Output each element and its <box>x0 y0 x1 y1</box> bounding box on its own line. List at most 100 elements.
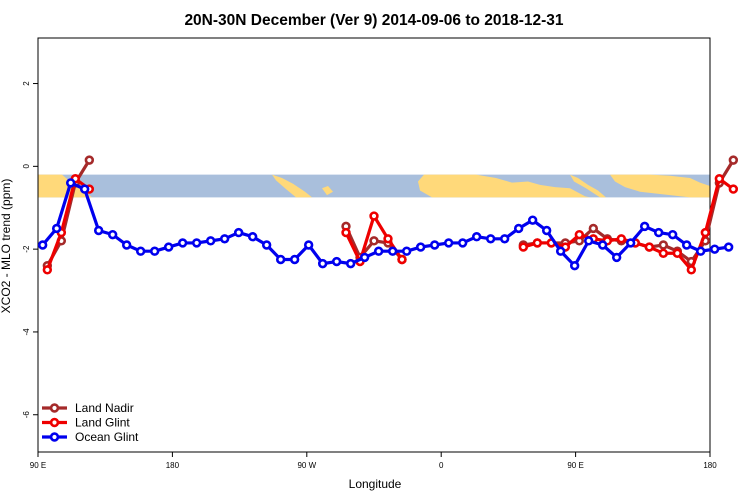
ocean-glint-point <box>569 261 580 271</box>
x-tick-label: 0 <box>439 461 444 470</box>
y-tick-label: -6 <box>22 411 31 419</box>
ocean-glint-point <box>527 215 538 225</box>
y-tick-label: 2 <box>22 81 31 86</box>
chart-title: 20N-30N December (Ver 9) 2014-09-06 to 2… <box>184 12 563 29</box>
legend-label: Land Nadir <box>75 401 134 415</box>
land-glint-line <box>45 177 91 271</box>
ocean-glint-point <box>625 238 636 248</box>
ocean-glint-point <box>219 234 230 244</box>
land-glint-point <box>700 227 711 238</box>
land-nadir-point <box>658 240 669 250</box>
ocean-glint-point <box>443 238 454 248</box>
legend-item-land-nadir: Land Nadir <box>42 401 134 415</box>
x-tick-label: 90 W <box>297 461 316 470</box>
y-tick-label: -4 <box>22 328 31 336</box>
land-nadir-point <box>369 236 379 246</box>
ocean-glint-point <box>513 223 524 234</box>
legend-item-ocean-glint: Ocean Glint <box>42 430 139 444</box>
map-land-3 <box>418 174 590 198</box>
legend-swatch-marker <box>49 403 60 413</box>
ocean-glint-point <box>653 227 664 238</box>
x-tick-label: 180 <box>166 461 180 470</box>
land-glint-point <box>532 238 543 248</box>
ocean-glint-point <box>51 223 62 234</box>
ocean-glint-point <box>611 252 622 263</box>
ocean-glint-point <box>107 229 118 240</box>
ocean-glint-point <box>499 234 510 244</box>
x-axis-label: Longitude <box>349 477 402 491</box>
ocean-glint-point <box>485 234 496 244</box>
map-land-2 <box>322 186 333 196</box>
series-ocean-glint <box>37 178 734 271</box>
ocean-glint-point <box>289 254 300 265</box>
x-axis: 90 E 180 90 W 0 90 E 180 <box>30 452 717 470</box>
ocean-glint-point <box>149 246 160 256</box>
ocean-glint-point <box>233 227 244 238</box>
ocean-glint-point <box>93 225 104 236</box>
ocean-glint-point <box>37 240 48 250</box>
land-glint-point <box>341 227 351 238</box>
ocean-glint-point <box>401 246 412 256</box>
x-tick-label: 90 E <box>30 461 46 470</box>
ocean-glint-point <box>415 242 426 252</box>
map-band <box>38 174 710 198</box>
ocean-glint-point <box>541 225 552 236</box>
ocean-glint-point <box>667 229 678 240</box>
ocean-glint-point <box>583 236 594 246</box>
ocean-glint-point <box>597 240 608 250</box>
ocean-glint-point <box>163 242 174 252</box>
land-nadir-point <box>588 223 599 234</box>
ocean-glint-point <box>261 240 272 250</box>
land-glint-point <box>714 174 725 184</box>
legend-swatch-marker <box>49 432 60 442</box>
map-ocean <box>38 174 710 198</box>
ocean-glint-point <box>639 221 650 232</box>
land-nadir-point <box>84 155 95 165</box>
x-tick-label: 90 E <box>567 461 583 470</box>
land-glint-point <box>42 265 53 275</box>
ocean-glint-point <box>709 244 720 254</box>
ocean-glint-point <box>79 184 90 194</box>
ocean-glint-point <box>247 232 258 242</box>
ocean-glint-point <box>359 252 370 263</box>
land-glint-point <box>397 254 407 265</box>
land-glint-point <box>383 234 393 244</box>
ocean-glint-point <box>177 238 188 248</box>
land-glint-point <box>616 234 627 244</box>
ocean-glint-point <box>695 246 706 256</box>
ocean-glint-point <box>65 178 76 188</box>
map-land-4 <box>570 174 606 198</box>
ocean-glint-point <box>135 246 146 256</box>
ocean-glint-point <box>429 240 440 250</box>
ocean-glint-point <box>205 236 216 246</box>
land-glint-point <box>644 242 655 252</box>
ocean-glint-point <box>275 254 286 265</box>
y-axis: 2 0 -2 -4 -6 <box>22 81 38 419</box>
ocean-glint-point <box>555 246 566 256</box>
ocean-glint-point <box>681 240 692 250</box>
ocean-glint-point <box>373 246 384 256</box>
ocean-glint-point <box>387 246 398 256</box>
land-glint-point <box>686 265 697 275</box>
ocean-glint-point <box>121 240 132 250</box>
ocean-glint-point <box>471 232 482 242</box>
series-layer <box>37 155 739 275</box>
map-land-5 <box>610 174 710 198</box>
ocean-glint-point <box>303 240 314 250</box>
map-land-0 <box>38 174 92 198</box>
legend-label: Land Glint <box>75 416 130 430</box>
land-glint-point <box>574 229 585 240</box>
y-axis-label: XCO2 - MLO trend (ppm) <box>0 179 13 314</box>
legend-item-land-glint: Land Glint <box>42 416 130 430</box>
land-glint-point <box>369 211 379 221</box>
legend-swatch-marker <box>49 417 60 428</box>
x-tick-label: 180 <box>703 461 717 470</box>
ocean-glint-point <box>345 258 356 269</box>
map-land-1 <box>272 174 312 198</box>
land-nadir-point <box>728 155 739 165</box>
legend-label: Ocean Glint <box>75 430 139 444</box>
y-tick-label: -2 <box>22 245 31 253</box>
land-glint-point <box>658 248 669 258</box>
